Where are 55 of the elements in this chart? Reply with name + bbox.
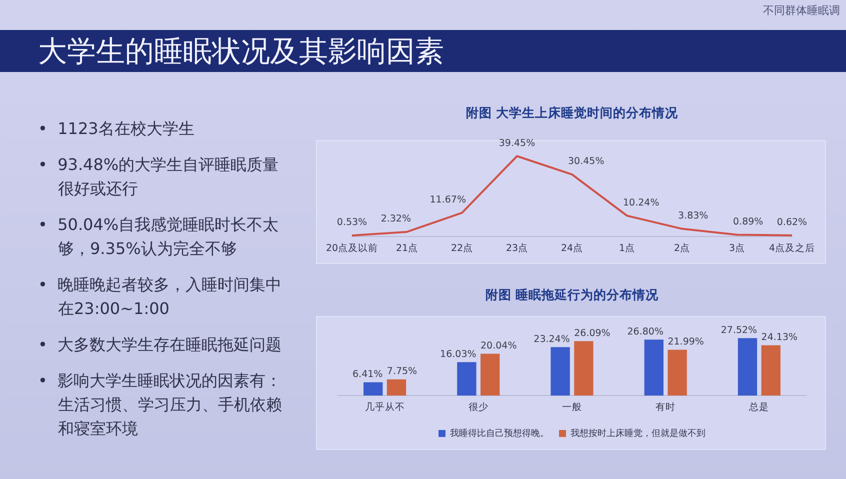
data-label: 27.52% [720,324,758,336]
x-tick-label: 23点 [506,242,528,254]
data-label: 0.53% [336,217,368,228]
text: • 大多数大学生存在睡眠拖延问题 [38,334,283,356]
x-tick-label: 20点及以前 [326,242,378,254]
text: • 93.48%的大学生自评睡眠质量很好或还行 [38,154,280,200]
bar [364,382,383,396]
bar [550,347,570,396]
x-tick-label: 21点 [396,242,418,254]
data-label: 11.67% [430,194,466,206]
data-label: 23.24% [534,334,570,345]
chart-title: 附图 睡眠拖延行为的分布情况 [485,286,660,302]
bar [480,354,500,396]
text: • 晚睡晚起者较多，入睡时间集中在23:00~1:00 [38,274,283,320]
data-label: 3.83% [678,210,708,222]
bar [644,340,664,396]
data-label: 7.75% [386,366,418,378]
legend-label: 我想按时上床睡觉，但就是做不到 [570,428,706,439]
x-tick-label: 很少 [468,400,488,413]
x-tick-label: 一般 [562,402,582,413]
x-tick-label: 1点 [618,242,636,254]
x-tick-label: 2点 [674,242,690,254]
x-tick-label: 有时 [656,400,676,413]
text: 不同群体睡眠调 [763,3,840,18]
data-label: 24.13% [761,332,798,343]
text: • 影响大学生睡眠状况的因素有：生活习惯、学习压力、手机依赖和寝室环境 [38,370,283,440]
legend-label: 我睡得比自己预想得晚。 [450,428,549,439]
data-label: 20.04% [480,340,517,352]
data-label: 16.03% [440,348,476,360]
data-label: 2.32% [380,214,411,225]
data-label: 39.45% [498,138,536,149]
chart-title: 附图 大学生上床睡觉时间的分布情况 [466,104,680,120]
text: • 50.04%自我感觉睡眠时长不太够，9.35%认为完全不够 [38,214,280,260]
bar [761,345,780,396]
text: 大学生的睡眠状况及其影响因素 [38,34,444,68]
x-tick-label: 3点 [728,242,746,254]
x-tick-label: 22点 [450,242,474,254]
bar [668,350,687,396]
data-label: 26.09% [574,328,610,339]
bar [574,341,594,396]
bar [386,379,406,396]
x-tick-label: 几乎从不 [364,400,405,413]
bar [738,338,758,396]
x-tick-label: 4点及之后 [768,242,816,254]
x-tick-label: 24点 [560,242,584,254]
data-label: 0.62% [776,217,808,228]
data-label: 21.99% [668,336,704,348]
data-label: 10.24% [623,197,660,208]
data-label: 30.45% [568,156,604,168]
x-tick-label: 总是 [748,400,770,413]
data-label: 26.80% [627,326,664,338]
data-label: 0.89% [733,216,764,228]
text: • 1123名在校大学生 [38,118,196,140]
data-label: 6.41% [352,368,383,380]
bar [457,362,476,396]
